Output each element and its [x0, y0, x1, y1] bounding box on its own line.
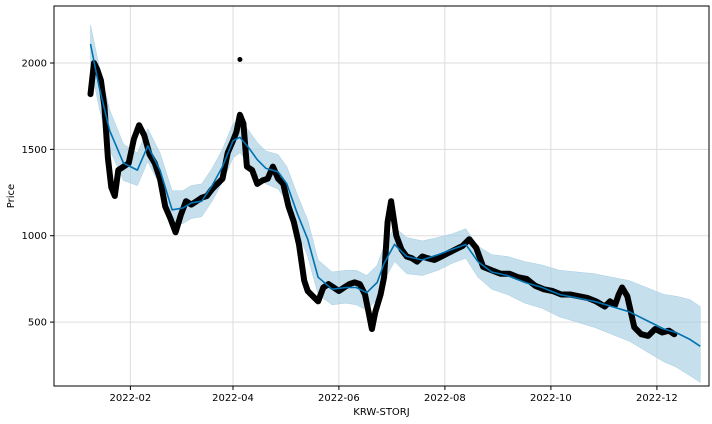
- x-tick-label: 2022-06: [318, 393, 360, 404]
- actual-point: [234, 130, 239, 135]
- actual-point: [260, 178, 265, 183]
- actual-point: [321, 285, 326, 290]
- actual-point: [316, 299, 321, 304]
- y-tick-label: 500: [28, 318, 47, 329]
- actual-point: [116, 168, 121, 173]
- x-tick-label: 2022-08: [424, 393, 466, 404]
- actual-point: [168, 216, 173, 221]
- actual-point: [378, 292, 383, 297]
- actual-point: [184, 199, 189, 204]
- actual-point: [660, 330, 665, 335]
- actual-point: [109, 185, 114, 190]
- actual-point: [347, 282, 352, 287]
- actual-point: [215, 181, 220, 186]
- actual-point: [467, 237, 472, 242]
- y-axis-label: Price: [6, 184, 17, 208]
- actual-point: [389, 199, 394, 204]
- actual-point: [105, 156, 110, 161]
- actual-point: [270, 164, 275, 169]
- actual-point: [250, 168, 255, 173]
- actual-point: [297, 242, 302, 247]
- actual-point: [112, 194, 117, 199]
- actual-point: [237, 112, 242, 117]
- actual-point: [620, 285, 625, 290]
- actual-point: [420, 254, 425, 259]
- actual-point: [98, 78, 103, 83]
- actual-point: [474, 245, 479, 250]
- actual-point: [352, 280, 357, 285]
- x-tick-label: 2022-02: [110, 393, 152, 404]
- actual-point: [173, 230, 178, 235]
- actual-point: [241, 121, 246, 126]
- x-tick-label: 2022-10: [530, 393, 572, 404]
- actual-point: [524, 276, 529, 281]
- actual-point: [305, 289, 310, 294]
- x-axis-label: KRW-STORJ: [353, 407, 409, 418]
- actual-point: [369, 327, 374, 332]
- actual-point: [244, 164, 249, 169]
- actual-point: [639, 332, 644, 337]
- actual-point: [131, 137, 136, 142]
- actual-point: [373, 309, 378, 314]
- actual-point: [142, 133, 147, 138]
- actual-point: [366, 309, 371, 314]
- actual-point: [382, 275, 387, 280]
- y-tick-label: 1500: [22, 145, 47, 156]
- actual-point: [608, 299, 613, 304]
- actual-point: [394, 233, 399, 238]
- actual-point: [632, 325, 637, 330]
- actual-point: [432, 257, 437, 262]
- actual-point: [653, 327, 658, 332]
- actual-point: [276, 176, 281, 181]
- actual-point: [237, 57, 242, 62]
- x-tick-label: 2022-12: [636, 393, 678, 404]
- actual-point: [286, 204, 291, 209]
- actual-point: [137, 123, 142, 128]
- actual-point: [357, 282, 362, 287]
- actual-point: [265, 176, 270, 181]
- actual-point: [178, 213, 183, 218]
- actual-point: [646, 333, 651, 338]
- x-tick-label: 2022-04: [212, 393, 254, 404]
- actual-point: [163, 204, 168, 209]
- actual-point: [310, 294, 315, 299]
- y-tick-label: 2000: [22, 59, 47, 70]
- actual-point: [255, 181, 260, 186]
- actual-point: [220, 176, 225, 181]
- actual-point: [302, 278, 307, 283]
- actual-point: [291, 219, 296, 224]
- actual-point: [616, 292, 621, 297]
- actual-point: [88, 92, 93, 97]
- y-tick-label: 1000: [22, 231, 47, 242]
- actual-point: [385, 219, 390, 224]
- actual-point: [625, 294, 630, 299]
